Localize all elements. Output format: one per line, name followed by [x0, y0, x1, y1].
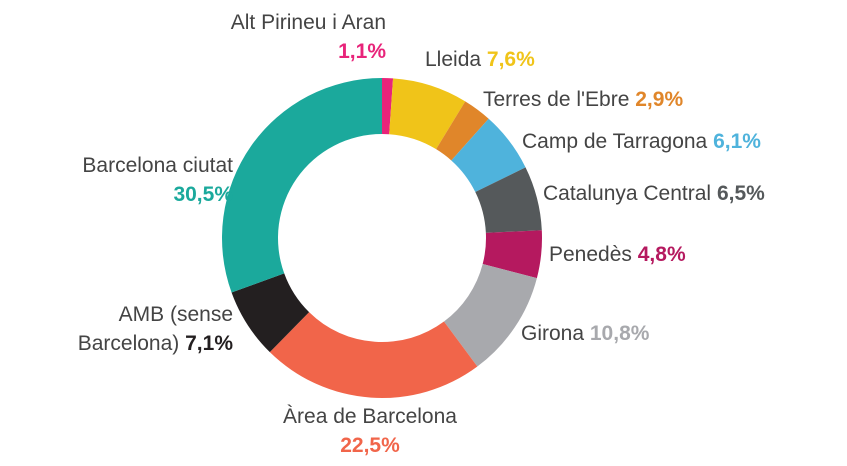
category-label: Alt Pirineu i Aran: [230, 11, 386, 34]
category-label: Catalunya Central: [543, 182, 712, 205]
value-label: 6,1%: [713, 130, 761, 153]
slice-label: Girona 10,8%: [521, 319, 649, 348]
category-label: Girona: [521, 322, 585, 345]
slice: [389, 78, 466, 150]
slice-label: Terres de l'Ebre 2,9%: [483, 85, 683, 114]
value-label: 7,1%: [185, 332, 233, 355]
category-label: Penedès: [549, 243, 632, 266]
slice-label: AMB (sense Barcelona) 7,1%: [13, 300, 233, 358]
value-label: 7,6%: [486, 48, 535, 71]
value-label: 1,1%: [338, 40, 386, 63]
slice-label: Catalunya Central 6,5%: [543, 179, 765, 208]
value-label: 4,8%: [637, 243, 686, 266]
value-label: 10,8%: [589, 322, 650, 345]
category-label: Lleida: [425, 48, 482, 71]
value-label: 22,5%: [340, 434, 400, 457]
slice: [475, 167, 542, 233]
slice: [436, 101, 489, 161]
slice: [451, 118, 526, 193]
category-label: Terres de l'Ebre: [483, 88, 630, 111]
value-label: 6,5%: [716, 182, 765, 205]
slice: [482, 230, 542, 279]
category-label: Camp de Tarragona: [522, 130, 708, 153]
slice: [231, 273, 310, 353]
slice: [382, 78, 394, 135]
category-label: Àrea de Barcelona: [283, 405, 457, 428]
slice-label: Alt Pirineu i Aran 1,1%: [200, 8, 386, 66]
category-label: Barcelona ciutat: [82, 154, 233, 177]
slice-label: Lleida 7,6%: [425, 45, 535, 74]
slice: [443, 264, 537, 367]
slice: [221, 78, 382, 293]
slice-label: Penedès 4,8%: [549, 240, 686, 269]
slice-label: Àrea de Barcelona 22,5%: [220, 402, 520, 460]
category-label: AMB (sense Barcelona): [77, 303, 233, 355]
value-label: 2,9%: [635, 88, 684, 111]
slice-label: Camp de Tarragona 6,1%: [522, 127, 761, 156]
slice: [269, 312, 478, 398]
slice-label: Barcelona ciutat 30,5%: [0, 151, 233, 209]
value-label: 30,5%: [173, 183, 233, 206]
